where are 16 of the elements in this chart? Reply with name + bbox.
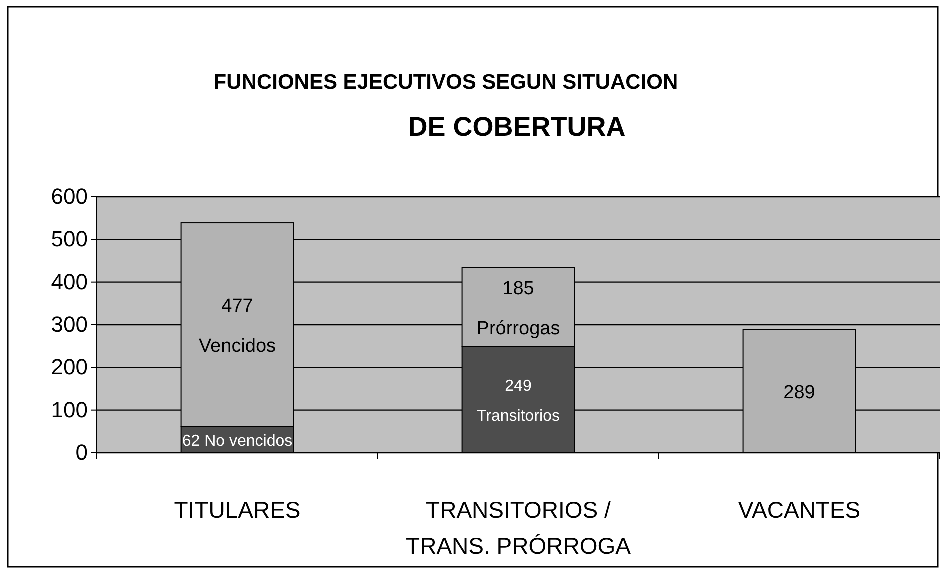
x-tick-label: TITULARES: [174, 497, 301, 523]
data-label: 477 Vencidos: [198, 296, 276, 357]
chart-title: FUNCIONES EJECUTIVOS SEGUN SITUACION DE COBERTURA: [214, 71, 678, 142]
y-tick-label: 400: [51, 269, 88, 294]
data-label: 249 Transitorios: [477, 378, 560, 425]
y-tick-label: 300: [51, 312, 88, 338]
y-tick-label: 200: [51, 354, 88, 380]
data-label: 62 No vencidos: [182, 432, 293, 450]
y-tick-label: 600: [51, 184, 88, 210]
x-tick-label: VACANTES: [738, 497, 861, 523]
y-tick-label: 0: [76, 440, 88, 466]
y-tick-label: 100: [51, 397, 88, 422]
y-tick-label: 500: [51, 226, 88, 252]
x-tick-label: TRANSITORIOS / TRANS. PRÓRROGA: [406, 497, 632, 559]
data-label: 185 Prórrogas: [476, 278, 560, 340]
data-label: 289: [784, 382, 816, 404]
